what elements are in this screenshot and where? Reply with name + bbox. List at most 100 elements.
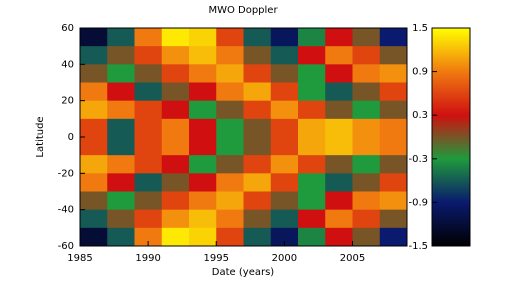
y-tick-label: -40 xyxy=(58,205,74,216)
heatmap-cell xyxy=(216,64,244,83)
heatmap-cell xyxy=(352,155,381,174)
x-tick-label: 1995 xyxy=(204,253,229,264)
heatmap-cell xyxy=(298,173,326,192)
heatmap-cell xyxy=(379,28,408,47)
heatmap-cell xyxy=(352,137,381,156)
x-tick-label: 2000 xyxy=(272,253,297,264)
heatmap-cell xyxy=(379,46,408,65)
heatmap-cell xyxy=(161,118,190,138)
heatmap-cell xyxy=(80,173,108,192)
heatmap-cell xyxy=(107,100,135,120)
heatmap-cell xyxy=(189,137,217,156)
heatmap-cell xyxy=(216,100,244,120)
heatmap-cell xyxy=(189,64,217,83)
y-tick-label: 20 xyxy=(61,96,74,107)
colorbar xyxy=(431,27,471,247)
heatmap-cell xyxy=(325,64,353,83)
heatmap-cell xyxy=(189,191,217,211)
heatmap-cell xyxy=(134,227,163,247)
y-tick-label: 60 xyxy=(61,23,74,34)
heatmap-cell xyxy=(80,82,108,102)
heatmap-cell xyxy=(352,64,381,83)
heatmap-cell xyxy=(107,209,135,229)
heatmap-cell xyxy=(379,191,408,211)
heatmap-cell xyxy=(243,227,272,247)
heatmap-cell xyxy=(216,137,244,156)
heatmap-cell xyxy=(270,118,299,138)
heatmap-cell xyxy=(107,137,135,156)
heatmap-cell xyxy=(298,191,326,211)
x-axis-label: Date (years) xyxy=(212,267,275,278)
heatmap-cell xyxy=(298,227,326,247)
heatmap-cell xyxy=(352,173,381,192)
heatmap-cell xyxy=(189,209,217,229)
heatmap-cell xyxy=(107,191,135,211)
heatmap-cell xyxy=(325,173,353,192)
x-tick-label: 1990 xyxy=(135,253,160,264)
heatmap-cell xyxy=(379,64,408,83)
heatmap-cell xyxy=(216,82,244,102)
heatmap-cell xyxy=(161,28,190,47)
heatmap-cell xyxy=(80,100,108,120)
heatmap-cell xyxy=(243,137,272,156)
heatmap-cell xyxy=(379,82,408,102)
heatmap-cell xyxy=(161,227,190,247)
heatmap-cell xyxy=(325,100,353,120)
heatmap-cell xyxy=(189,46,217,65)
colorbar-tick-label: 0.9 xyxy=(412,67,428,78)
heatmap-cell xyxy=(379,137,408,156)
heatmap-cell xyxy=(134,118,163,138)
heatmap-cell xyxy=(270,173,299,192)
heatmap-cell xyxy=(270,137,299,156)
colorbar-tick-label: 1.5 xyxy=(412,23,428,34)
heatmap-cell xyxy=(80,155,108,174)
heatmap-cell xyxy=(243,118,272,138)
heatmap-cell xyxy=(243,191,272,211)
heatmap-cell xyxy=(325,137,353,156)
heatmap-cell xyxy=(189,28,217,47)
heatmap-cell xyxy=(298,46,326,65)
heatmap-cell xyxy=(325,155,353,174)
colorbar-tick-label: -1.5 xyxy=(408,241,428,252)
heatmap-cell xyxy=(243,173,272,192)
y-tick-label: -20 xyxy=(58,168,74,179)
heatmap-cell xyxy=(134,209,163,229)
heatmap-cell xyxy=(189,155,217,174)
heatmap-cell xyxy=(243,64,272,83)
heatmap-cell xyxy=(216,227,244,247)
heatmap-cell xyxy=(298,82,326,102)
heatmap-cell xyxy=(298,28,326,47)
heatmap-cell xyxy=(161,173,190,192)
heatmap-cell xyxy=(298,118,326,138)
heatmap-cell xyxy=(270,64,299,83)
y-tick-label: 40 xyxy=(61,59,74,70)
heatmap-cell xyxy=(107,118,135,138)
heatmap-cell xyxy=(298,209,326,229)
heatmap-cell xyxy=(352,118,381,138)
heatmap-cell xyxy=(216,155,244,174)
heatmap-cell xyxy=(161,64,190,83)
heatmap-cell xyxy=(243,46,272,65)
heatmap-cell xyxy=(298,137,326,156)
heatmap-cell xyxy=(189,173,217,192)
heatmap-cell xyxy=(379,118,408,138)
heatmap-cell xyxy=(325,191,353,211)
heatmap-cell xyxy=(80,137,108,156)
heatmap-cell xyxy=(298,100,326,120)
colorbar-tick-label: -0.3 xyxy=(408,154,428,165)
heatmap-cell xyxy=(325,209,353,229)
heatmap-cell xyxy=(134,100,163,120)
heatmap-cell xyxy=(325,46,353,65)
heatmap-cell xyxy=(216,46,244,65)
heatmap-cell xyxy=(379,100,408,120)
heatmap-cell xyxy=(161,191,190,211)
heatmap-cell xyxy=(161,209,190,229)
heatmap-cell xyxy=(243,28,272,47)
heatmap-cell xyxy=(134,173,163,192)
heatmap-cell xyxy=(134,155,163,174)
heatmap-cell xyxy=(80,28,108,47)
heatmap-cell xyxy=(352,28,381,47)
heatmap-cell xyxy=(107,64,135,83)
heatmap-cell xyxy=(243,209,272,229)
